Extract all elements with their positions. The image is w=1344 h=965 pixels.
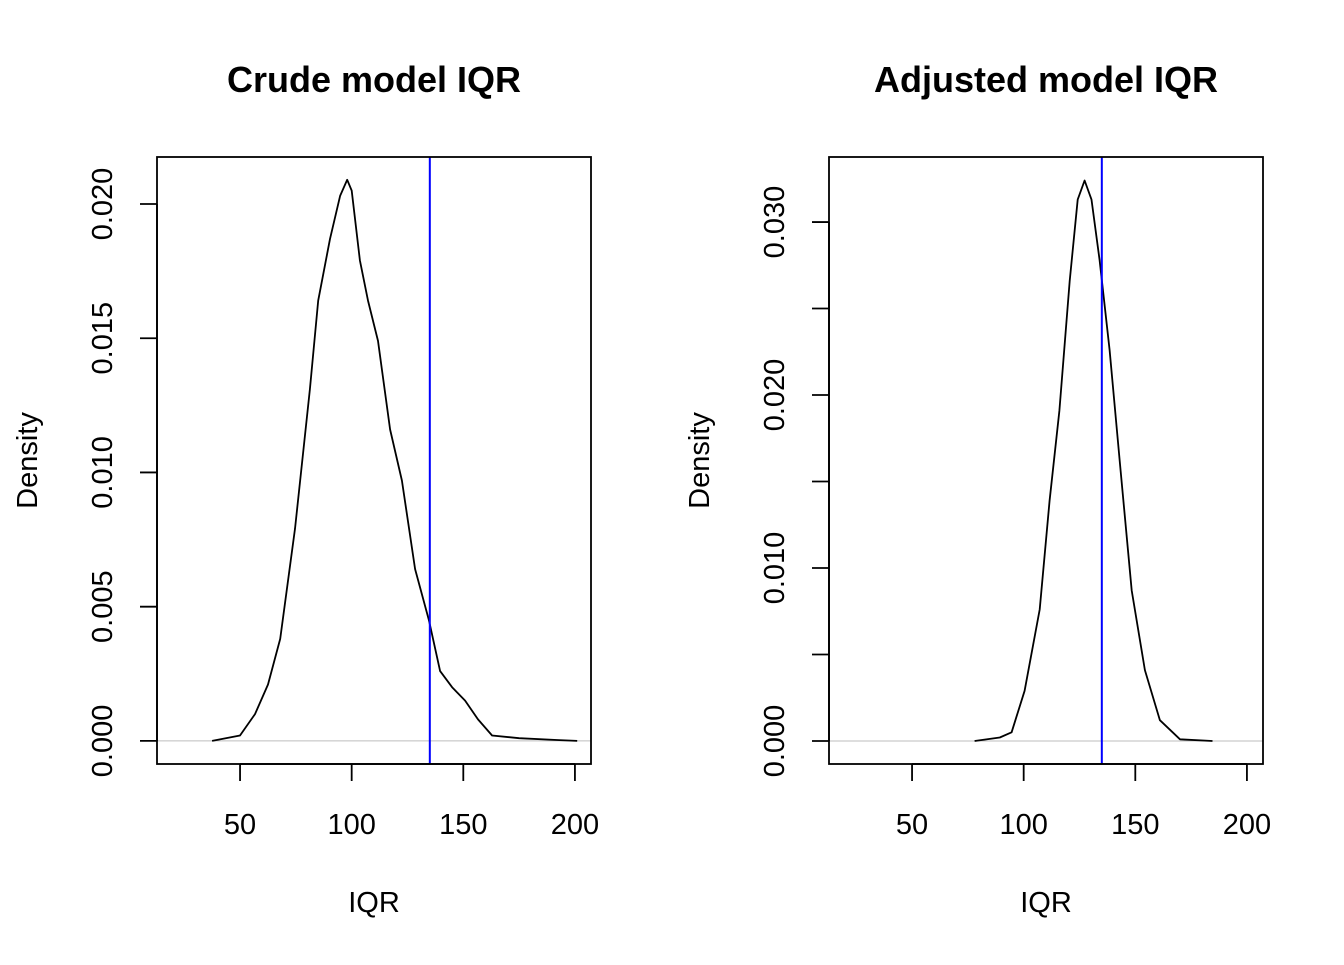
y-tick-label: 0.020 [759, 359, 791, 432]
plot-frame [156, 156, 592, 765]
x-tick-label: 200 [1223, 809, 1271, 841]
density-curve [211, 178, 578, 742]
panel-1: Crude model IQR IQR Density 50 100 150 200 0.00… [12, 59, 599, 919]
x-tick-label: 200 [551, 809, 599, 841]
x-axis-label: IQR [1020, 887, 1072, 919]
x-tick-label: 150 [439, 809, 487, 841]
y-tick-label: 0.010 [759, 532, 791, 605]
y-axis-label: Density [684, 412, 716, 509]
density-curve [974, 179, 1213, 742]
plot-frame [828, 156, 1264, 765]
y-axis-label: Density [12, 412, 44, 509]
x-tick-label: 100 [327, 809, 375, 841]
x-axis-label: IQR [348, 887, 400, 919]
y-tick-label: 0.015 [87, 302, 119, 375]
x-tick-label: 50 [896, 809, 928, 841]
x-tick-label: 50 [224, 809, 256, 841]
y-tick-label: 0.020 [87, 168, 119, 241]
chart-title: Crude model IQR [227, 59, 521, 100]
panel-2: Adjusted model IQR IQR Density 50 100 150 200 0… [684, 59, 1271, 919]
y-tick-label: 0.000 [759, 705, 791, 778]
x-tick-label: 150 [1111, 809, 1159, 841]
chart-title: Adjusted model IQR [874, 59, 1218, 100]
y-tick-label: 0.005 [87, 570, 119, 643]
y-tick-label: 0.010 [87, 436, 119, 509]
y-tick-label: 0.030 [759, 186, 791, 259]
y-tick-label: 0.000 [87, 705, 119, 778]
x-tick-label: 100 [999, 809, 1047, 841]
